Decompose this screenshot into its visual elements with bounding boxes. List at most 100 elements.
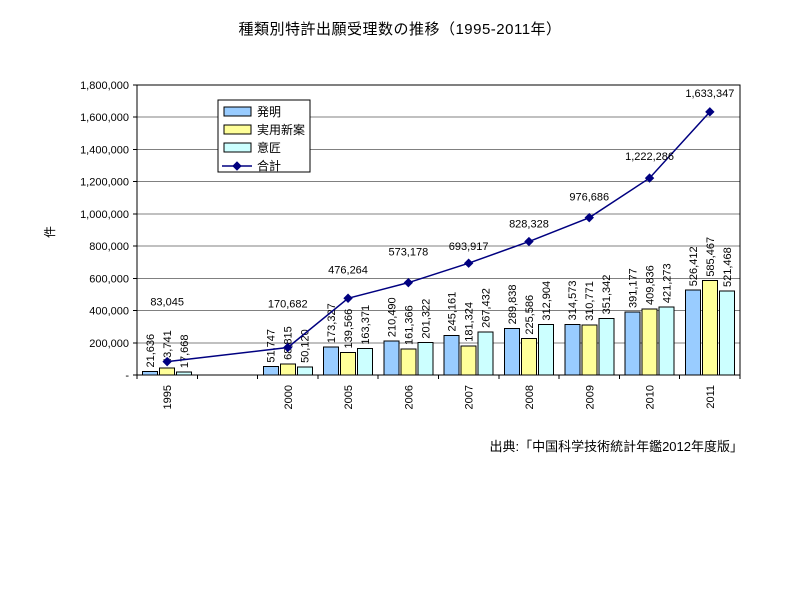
total-value-label: 976,686 — [569, 192, 609, 204]
bar-value-label: 17,668 — [179, 334, 191, 368]
bar-value-label: 51,747 — [266, 329, 278, 363]
bar-design — [598, 317, 615, 376]
y-tick-label: 600,000 — [89, 273, 129, 285]
bar-utility_model — [581, 324, 598, 376]
bar-value-label: 225,586 — [524, 295, 536, 335]
y-tick-label: 400,000 — [89, 306, 129, 318]
bar-value-label: 163,371 — [360, 305, 372, 345]
x-tick-label: 2007 — [464, 385, 476, 409]
x-tick-label: 2011 — [705, 385, 717, 409]
bar-utility_model — [641, 308, 658, 376]
x-tick-label: 2000 — [283, 385, 295, 409]
bar-value-label: 173,327 — [326, 303, 338, 343]
source-note: 出典:「中国科学技術統計年鑑2012年度版」 — [489, 439, 743, 454]
bar-utility_model — [701, 280, 718, 376]
total-value-label: 476,264 — [328, 264, 368, 276]
bar-design — [718, 290, 735, 376]
total-value-label: 573,178 — [388, 247, 428, 259]
bar-invention — [383, 340, 400, 376]
y-tick-label: 1,600,000 — [80, 112, 129, 124]
total-value-label: 83,045 — [150, 297, 184, 309]
bar-invention — [564, 323, 581, 376]
bar-value-label: 139,566 — [343, 309, 355, 349]
legend-swatch-utility_model — [223, 124, 252, 135]
total-marker — [283, 342, 293, 353]
bar-invention — [503, 327, 520, 376]
bar-design — [357, 348, 374, 376]
bar-value-label: 43,741 — [162, 330, 174, 364]
bar-utility_model — [340, 352, 357, 376]
bar-utility_model — [159, 367, 176, 376]
chart-title: 種類別特許出願受理数の推移（1995-2011年） — [238, 21, 562, 38]
x-tick-label: 2009 — [584, 385, 596, 409]
bar-value-label: 245,161 — [447, 292, 459, 332]
x-tick-label: 2005 — [343, 385, 355, 409]
bar-value-label: 21,636 — [145, 334, 157, 368]
total-value-label: 828,328 — [509, 219, 549, 231]
legend-swatch-invention — [223, 106, 252, 117]
legend-label-design: 意匠 — [257, 140, 281, 155]
y-tick-label: 800,000 — [89, 241, 129, 253]
y-tick-label: 1,400,000 — [80, 144, 129, 156]
bar-invention — [684, 289, 701, 376]
bar-design — [537, 324, 554, 376]
bar-invention — [323, 346, 340, 376]
bar-utility_model — [279, 363, 296, 376]
bar-design — [176, 371, 193, 376]
bar-value-label: 409,836 — [645, 265, 657, 305]
bar-design — [658, 306, 675, 376]
total-marker — [343, 293, 353, 303]
bar-value-label: 526,412 — [688, 246, 700, 286]
bar-invention — [142, 371, 159, 376]
legend-marker-total — [232, 161, 242, 171]
bar-invention — [624, 311, 641, 376]
bar-value-label: 210,490 — [386, 297, 398, 337]
bar-value-label: 585,467 — [705, 237, 717, 277]
total-marker — [524, 236, 534, 247]
y-tick-label: 200,000 — [89, 338, 129, 350]
total-value-label: 1,633,347 — [685, 88, 734, 100]
bar-utility_model — [520, 338, 537, 376]
bar-utility_model — [460, 345, 477, 376]
bar-invention — [443, 335, 460, 376]
bar-utility_model — [400, 348, 417, 376]
total-value-label: 1,222,286 — [625, 151, 674, 163]
bar-value-label: 421,273 — [662, 263, 674, 303]
bar-value-label: 289,838 — [507, 285, 519, 325]
legend-label-invention: 発明 — [257, 105, 281, 119]
legend-label-total: 合計 — [257, 158, 281, 173]
bar-invention — [262, 366, 279, 376]
y-tick-label: 1,000,000 — [80, 209, 129, 221]
total-value-label: 170,682 — [268, 299, 308, 311]
total-marker — [403, 277, 414, 288]
total-marker — [463, 258, 474, 268]
bar-value-label: 351,342 — [601, 275, 613, 315]
bar-design — [296, 366, 313, 376]
x-tick-label: 2010 — [645, 385, 657, 409]
bar-value-label: 521,468 — [722, 247, 734, 287]
total-value-label: 693,917 — [449, 241, 489, 253]
bar-value-label: 391,177 — [628, 268, 640, 308]
y-tick-label: - — [125, 370, 129, 382]
bar-value-label: 310,771 — [584, 281, 596, 321]
total-marker — [705, 107, 715, 117]
bar-value-label: 68,815 — [283, 326, 295, 360]
bar-value-label: 161,366 — [403, 305, 415, 345]
bar-value-label: 267,432 — [481, 288, 493, 328]
bar-design — [477, 331, 494, 376]
bar-value-label: 181,324 — [464, 302, 476, 342]
bar-value-label: 312,904 — [541, 281, 553, 321]
bar-value-label: 201,322 — [420, 299, 432, 339]
x-tick-label: 1995 — [162, 385, 174, 409]
x-tick-label: 2006 — [403, 385, 415, 409]
bar-design — [417, 342, 434, 376]
y-tick-label: 1,800,000 — [80, 80, 129, 92]
bar-value-label: 50,120 — [300, 329, 312, 363]
total-marker — [644, 173, 655, 183]
total-marker — [162, 356, 172, 367]
x-tick-label: 2008 — [524, 385, 536, 409]
y-tick-label: 1,200,000 — [80, 177, 129, 189]
legend-label-utility_model: 実用新案 — [257, 122, 305, 137]
